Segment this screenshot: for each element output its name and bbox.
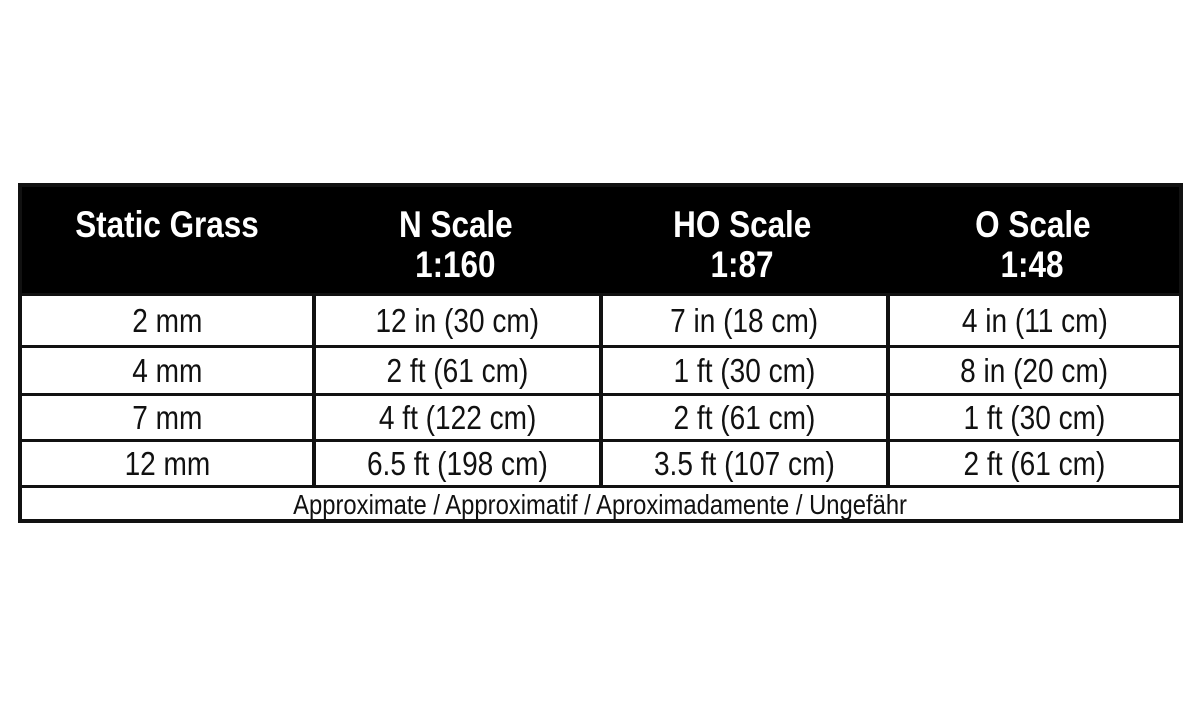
table-cell: 4 in (11 cm) <box>886 296 1179 345</box>
cell-text: 1 ft (30 cm) <box>963 399 1106 436</box>
header-title: Static Grass <box>75 204 259 245</box>
footnote-text: Approximate / Approximatif / Aproximadam… <box>293 489 908 520</box>
cell-text: 12 in (30 cm) <box>375 302 540 339</box>
cell-text: 2 ft (61 cm) <box>386 352 529 389</box>
table-cell: 6.5 ft (198 cm) <box>312 442 599 485</box>
column-header: O Scale 1:48 <box>886 187 1179 311</box>
table-cell: 12 mm <box>22 442 312 485</box>
table-cell: 8 in (20 cm) <box>886 348 1179 393</box>
header-ratio: 1:48 <box>1001 244 1064 285</box>
header-ratio: 1:160 <box>415 244 496 285</box>
table-cell: 3.5 ft (107 cm) <box>599 442 886 485</box>
cell-text: 12 mm <box>124 445 210 482</box>
cell-text: 2 mm <box>131 302 203 339</box>
table-cell: 4 mm <box>22 348 312 393</box>
cell-text: 1 ft (30 cm) <box>673 352 816 389</box>
header-title: HO Scale <box>673 204 812 245</box>
cell-text: 6.5 ft (198 cm) <box>367 445 548 482</box>
table-cell: 7 mm <box>22 396 312 439</box>
cell-text: 2 ft (61 cm) <box>963 445 1106 482</box>
header-ratio: 1:87 <box>711 244 774 285</box>
cell-text: 7 in (18 cm) <box>670 302 819 339</box>
column-header: N Scale 1:160 <box>312 187 599 311</box>
table-cell: 2 mm <box>22 296 312 345</box>
table-cell: 1 ft (30 cm) <box>599 348 886 393</box>
table-row: 12 mm 6.5 ft (198 cm) 3.5 ft (107 cm) 2 ft … <box>22 439 1179 485</box>
table-cell: 1 ft (30 cm) <box>886 396 1179 439</box>
table-cell: 2 ft (61 cm) <box>312 348 599 393</box>
table-cell: 2 ft (61 cm) <box>886 442 1179 485</box>
cell-text: 3.5 ft (107 cm) <box>654 445 835 482</box>
table-row: 7 mm 4 ft (122 cm) 2 ft (61 cm) 1 ft (30 cm… <box>22 393 1179 439</box>
table-cell: 2 ft (61 cm) <box>599 396 886 439</box>
table-header: Static Grass N Scale 1:160 HO Scale 1:87 O Sc… <box>22 187 1179 293</box>
column-header: Static Grass <box>22 187 312 311</box>
cell-text: 4 ft (122 cm) <box>378 399 537 436</box>
static-grass-scale-table: Static Grass N Scale 1:160 HO Scale 1:87 O Sc… <box>18 183 1183 523</box>
cell-text: 2 ft (61 cm) <box>673 399 816 436</box>
table-cell: 7 in (18 cm) <box>599 296 886 345</box>
cell-text: 4 in (11 cm) <box>961 302 1108 339</box>
table-row: 4 mm 2 ft (61 cm) 1 ft (30 cm) 8 in (20 cm) <box>22 345 1179 393</box>
header-title: N Scale <box>398 204 513 245</box>
table-cell: 12 in (30 cm) <box>312 296 599 345</box>
cell-text: 4 mm <box>131 352 203 389</box>
cell-text: 8 in (20 cm) <box>960 352 1109 389</box>
header-title: O Scale <box>974 204 1091 245</box>
table-cell: 4 ft (122 cm) <box>312 396 599 439</box>
cell-text: 7 mm <box>131 399 203 436</box>
table-row: 2 mm 12 in (30 cm) 7 in (18 cm) 4 in (11 cm… <box>22 293 1179 345</box>
table-footnote: Approximate / Approximatif / Aproximadam… <box>22 485 1179 523</box>
column-header: HO Scale 1:87 <box>599 187 886 311</box>
